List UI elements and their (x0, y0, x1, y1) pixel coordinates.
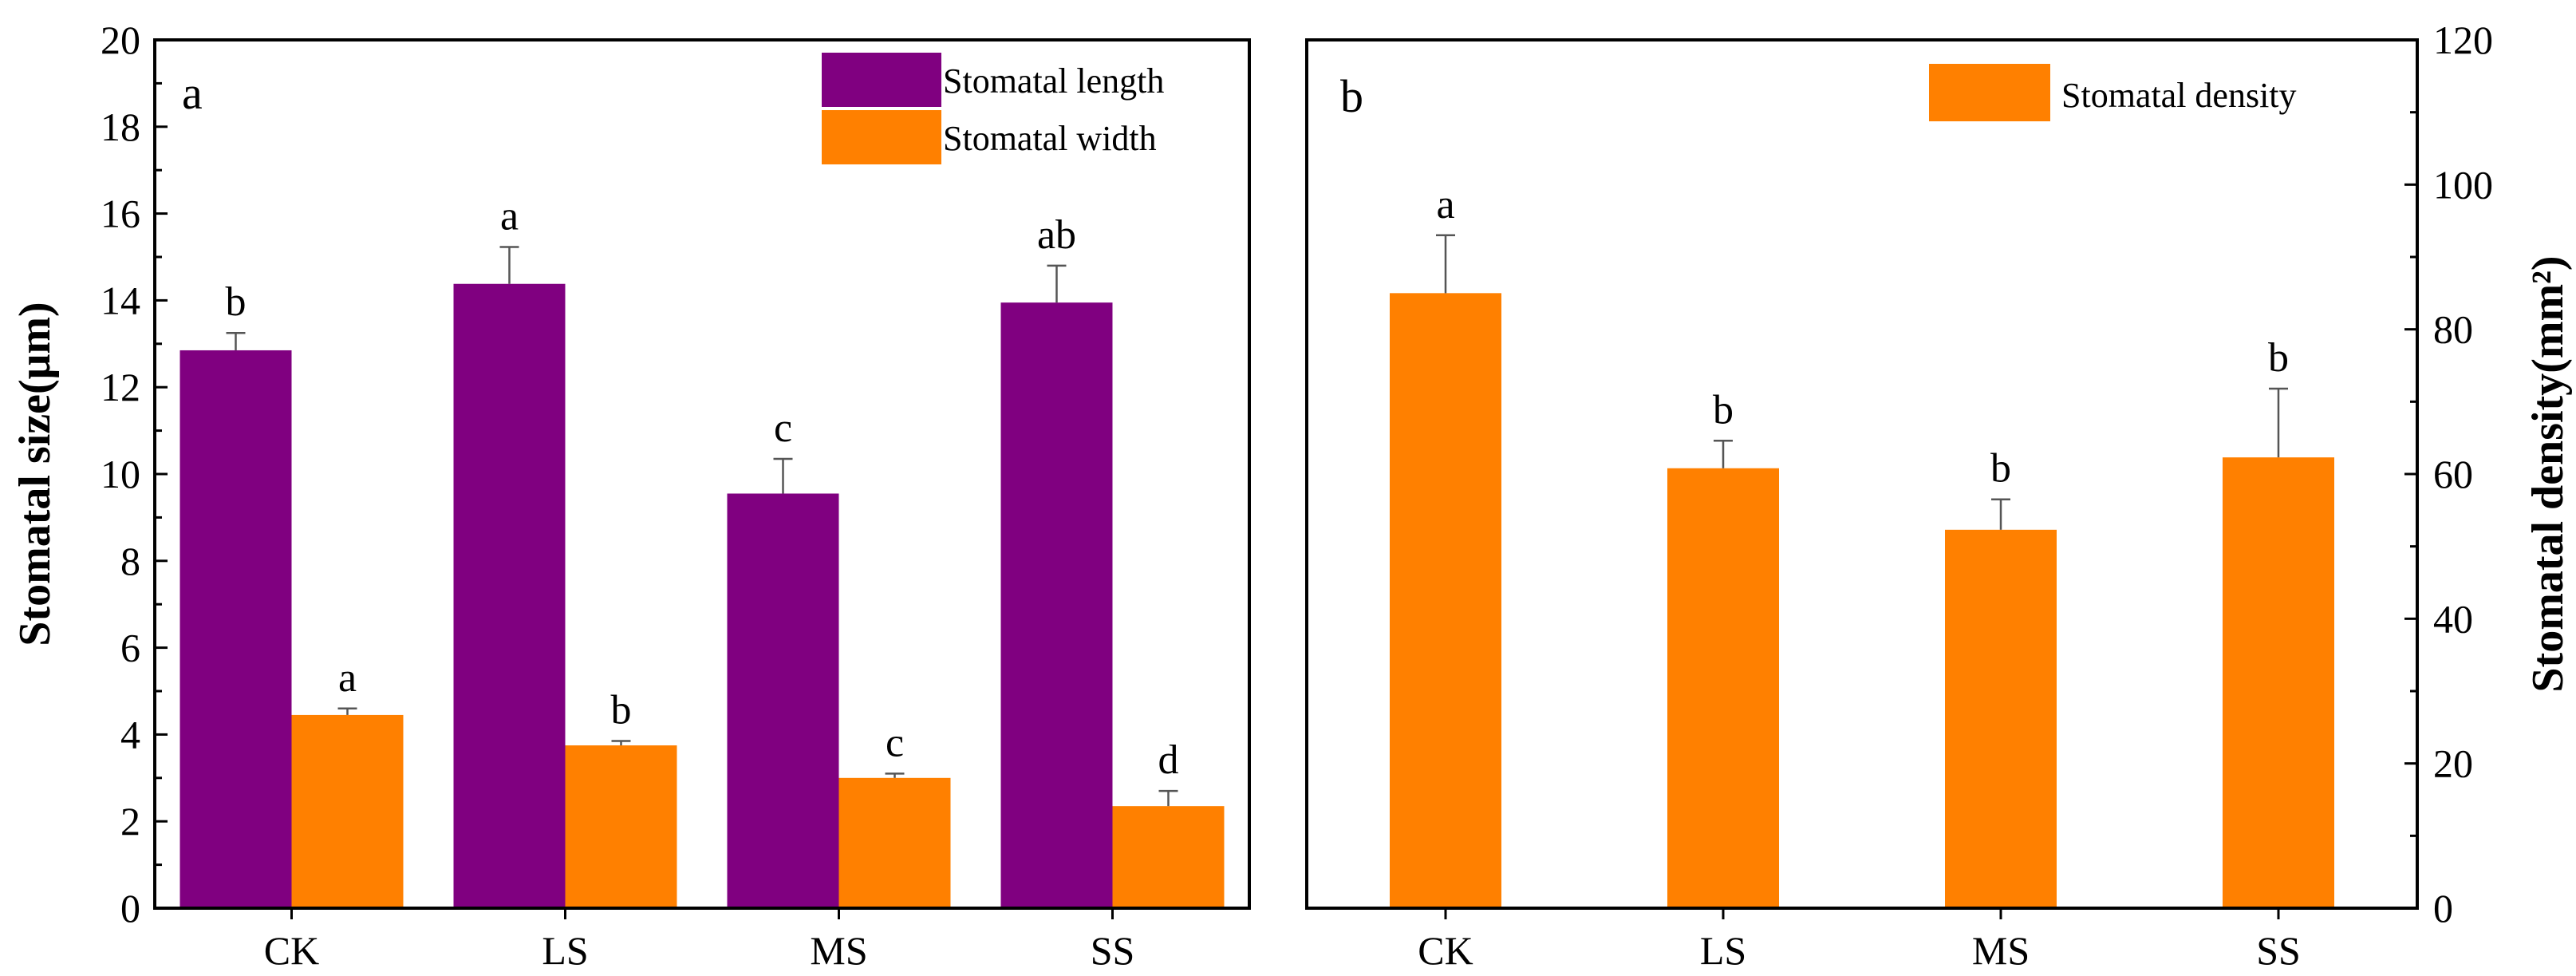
y-tick-label-40: 40 (2433, 596, 2473, 641)
error-bar-stomatal-length-ss (1047, 264, 1067, 303)
y-tick-label-80: 80 (2433, 307, 2473, 352)
sig-letter-stomatal-length-ss: ab (1037, 212, 1076, 258)
panel-b-error-bars (1436, 234, 2288, 530)
panel-b-stomatal-density: a b b b 0 20 40 60 80 100 120 CK LS MS SS b Stomatal… (1305, 18, 2573, 973)
sig-letter-stomatal-length-ms: c (774, 405, 792, 451)
panel-a-bars (179, 283, 1225, 909)
panel-a-legend: Stomatal length Stomatal width (822, 53, 1164, 164)
legend-swatch-stomatal-density (1929, 64, 2050, 121)
bar-stomatal-length-ck (179, 350, 292, 909)
panel-b-bars (1390, 293, 2334, 908)
sig-letter-stomatal-width-ls: b (611, 688, 632, 733)
panel-b-y-ticks: 0 20 40 60 80 100 120 (2404, 18, 2493, 931)
x-tick-label-ck: CK (264, 928, 319, 973)
panel-b-x-ticks: CK LS MS SS (1418, 908, 2301, 973)
error-bar-stomatal-width-ms (885, 773, 905, 778)
bar-stomatal-width-ms (838, 777, 951, 908)
legend-label-stomatal-length: Stomatal length (943, 61, 1164, 101)
y-tick-label-20: 20 (2433, 741, 2473, 786)
y-tick-label-4: 4 (120, 712, 140, 757)
y-tick-label-8: 8 (120, 539, 140, 583)
bar-stomatal-width-ck (291, 714, 404, 908)
bar-stomatal-width-ls (565, 745, 677, 908)
y-tick-label-0: 0 (2433, 886, 2453, 931)
sig-letter-stomatal-density-ls: b (1713, 387, 1734, 433)
error-bar-stomatal-density-ls (1714, 440, 1733, 468)
y-tick-label-0: 0 (120, 886, 140, 931)
x-tick-label-ss: SS (2256, 928, 2301, 973)
sig-letter-stomatal-density-ms: b (1990, 446, 2011, 492)
y-tick-label-18: 18 (101, 105, 140, 149)
panel-a-letter: a (182, 67, 203, 119)
sig-letter-stomatal-length-ls: a (500, 193, 519, 239)
error-bar-stomatal-length-ms (773, 457, 793, 494)
panel-b-legend: Stomatal density (1929, 64, 2297, 121)
error-bar-stomatal-width-ls (611, 740, 631, 745)
panel-b-significance-letters: a b b b (1436, 182, 2289, 492)
y-tick-label-14: 14 (101, 278, 140, 322)
legend-label-stomatal-density: Stomatal density (2061, 76, 2297, 115)
x-tick-label-ms: MS (810, 928, 867, 973)
error-bar-stomatal-length-ls (499, 246, 519, 284)
bar-stomatal-width-ss (1112, 806, 1225, 908)
sig-letter-stomatal-density-ck: a (1436, 182, 1454, 227)
bar-stomatal-length-ls (453, 283, 566, 908)
legend-swatch-stomatal-width (822, 110, 941, 164)
bar-stomatal-density-ms (1945, 529, 2057, 908)
x-tick-label-ms: MS (1972, 928, 2030, 973)
sig-letter-stomatal-width-ms: c (886, 720, 904, 765)
error-bar-stomatal-width-ss (1158, 789, 1178, 807)
error-bar-stomatal-width-ck (337, 707, 357, 715)
panel-a-y-axis-title: Stomatal size(μm) (10, 302, 60, 646)
bar-stomatal-length-ss (1000, 302, 1113, 908)
y-tick-label-120: 120 (2433, 18, 2493, 62)
y-tick-label-12: 12 (101, 365, 140, 409)
x-tick-label-ck: CK (1418, 928, 1473, 973)
y-tick-label-10: 10 (101, 452, 140, 496)
sig-letter-stomatal-width-ck: a (338, 655, 357, 701)
sig-letter-stomatal-density-ss: b (2268, 335, 2289, 381)
bar-stomatal-density-ls (1667, 468, 1779, 908)
panel-a-y-ticks: 0 2 4 6 8 10 12 14 16 18 20 (101, 18, 168, 931)
legend-label-stomatal-width: Stomatal width (943, 119, 1157, 158)
x-tick-label-ls: LS (1700, 928, 1746, 973)
bar-stomatal-density-ss (2223, 457, 2334, 908)
bar-stomatal-density-ck (1390, 293, 1501, 908)
y-tick-label-6: 6 (120, 626, 140, 670)
panel-b-y-axis-title: Stomatal density(mm²) (2523, 255, 2573, 692)
panel-b-letter: b (1340, 70, 1363, 122)
panel-a-error-bars (226, 246, 1178, 807)
panel-a-x-ticks: CK LS MS SS (264, 908, 1135, 973)
sig-letter-stomatal-length-ck: b (226, 279, 247, 325)
error-bar-stomatal-density-ck (1436, 234, 1455, 294)
bar-stomatal-length-ms (727, 493, 839, 908)
sig-letter-stomatal-width-ss: d (1158, 737, 1179, 783)
error-bar-stomatal-length-ck (226, 331, 246, 350)
legend-swatch-stomatal-length (822, 53, 941, 107)
error-bar-stomatal-density-ms (1991, 498, 2010, 530)
y-tick-label-2: 2 (120, 799, 140, 844)
y-tick-label-60: 60 (2433, 452, 2473, 496)
y-tick-label-16: 16 (101, 192, 140, 236)
error-bar-stomatal-density-ss (2269, 387, 2288, 458)
y-tick-label-20: 20 (101, 18, 140, 62)
y-tick-label-100: 100 (2433, 162, 2493, 207)
x-tick-label-ss: SS (1091, 928, 1135, 973)
x-tick-label-ls: LS (542, 928, 588, 973)
